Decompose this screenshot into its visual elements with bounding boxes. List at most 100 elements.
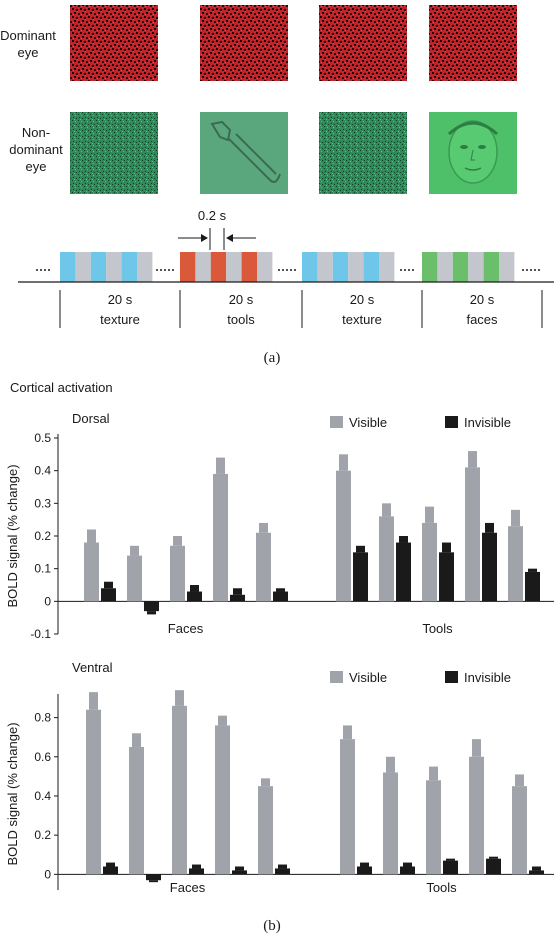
bar-visible xyxy=(256,532,271,602)
error-bar-invisible xyxy=(528,568,537,572)
y-tick-label: 0.5 xyxy=(34,431,51,445)
bar-invisible xyxy=(103,866,118,875)
bar-visible xyxy=(465,467,480,602)
legend-swatch xyxy=(445,416,458,428)
dorsal-chart: Dorsal BOLD signal (% change) -0.1 0 0.1 0.2 0… xyxy=(5,411,554,641)
bar-invisible xyxy=(357,866,372,875)
y-tick-label: 0.2 xyxy=(34,828,51,842)
timeline xyxy=(36,252,540,282)
y-tick-label: 0 xyxy=(44,594,51,608)
error-bar-visible xyxy=(343,725,352,740)
legend-swatch xyxy=(445,671,458,683)
panel-b-title: Cortical activation xyxy=(10,380,113,395)
bar-invisible xyxy=(232,870,247,875)
tool-image xyxy=(200,112,288,194)
group-label: Faces xyxy=(170,880,206,895)
error-bar-visible xyxy=(386,756,395,773)
error-bar-visible xyxy=(130,545,139,556)
bar-invisible xyxy=(275,868,290,875)
timeline-segment xyxy=(499,252,515,282)
bar-invisible xyxy=(443,860,458,875)
nondominant-eye-label-line2: dominant xyxy=(9,142,63,157)
error-bar-visible xyxy=(259,522,268,533)
error-bar-invisible xyxy=(532,866,541,871)
error-bar-visible xyxy=(339,454,348,471)
caption-b: (b) xyxy=(263,918,281,934)
legend-label: Invisible xyxy=(464,670,511,685)
block-duration: 20 s xyxy=(229,292,254,307)
error-bar-visible xyxy=(89,692,98,710)
nondominant-eye-label-line1: Non- xyxy=(22,125,50,140)
legend-label: Visible xyxy=(349,415,387,430)
error-bar-visible xyxy=(175,690,184,706)
error-bar-invisible xyxy=(235,866,244,871)
bar-visible xyxy=(340,739,355,875)
timeline-blocks: 20 s texture 20 s tools 20 s texture 20 s faces xyxy=(59,290,543,328)
legend-label: Visible xyxy=(349,670,387,685)
y-axis-label: BOLD signal (% change) xyxy=(5,464,20,607)
bar-visible xyxy=(129,746,144,875)
block-kind: texture xyxy=(342,312,382,327)
timeline-segment xyxy=(379,252,395,282)
interval-arrow-right xyxy=(226,234,233,242)
timeline-segment xyxy=(348,252,364,282)
error-bar-invisible xyxy=(446,858,455,861)
block-kind: tools xyxy=(227,312,255,327)
bar-invisible xyxy=(189,868,204,875)
timeline-segment xyxy=(210,252,227,282)
bar-visible xyxy=(426,780,441,875)
timeline-segment xyxy=(106,252,122,282)
bar-invisible xyxy=(353,552,368,602)
bar-visible xyxy=(258,786,273,875)
legend-label: Invisible xyxy=(464,415,511,430)
error-bar-invisible xyxy=(399,536,408,543)
error-bar-visible xyxy=(511,509,520,527)
error-bar-invisible xyxy=(403,862,412,867)
dominant-texture-1 xyxy=(70,5,158,81)
block-duration: 20 s xyxy=(108,292,133,307)
error-bar-invisible xyxy=(147,611,156,615)
y-tick-label: 0.3 xyxy=(34,496,51,510)
bar-invisible xyxy=(439,552,454,602)
interval-arrow-left xyxy=(201,234,208,242)
y-axis-label: BOLD signal (% change) xyxy=(5,722,20,865)
group-label: Tools xyxy=(426,880,457,895)
bar-invisible xyxy=(529,870,544,875)
error-bar-invisible xyxy=(442,542,451,553)
y-tick-label: 0.4 xyxy=(34,464,51,478)
error-bar-visible xyxy=(472,739,481,757)
timeline-segment xyxy=(257,252,273,282)
error-bar-invisible xyxy=(356,545,365,553)
y-tick-label: 0.8 xyxy=(34,711,51,725)
error-bar-invisible xyxy=(233,588,242,595)
error-bar-visible xyxy=(515,774,524,787)
error-bar-visible xyxy=(261,778,270,787)
panel-a: Dominant eye Non- dominant eye xyxy=(0,5,554,366)
bar-invisible xyxy=(144,601,159,612)
timeline-segment xyxy=(195,252,211,282)
bar-invisible xyxy=(396,542,411,602)
legend-swatch xyxy=(330,671,343,683)
timeline-segment xyxy=(317,252,333,282)
error-bar-invisible xyxy=(360,862,369,867)
interval-label: 0.2 s xyxy=(198,208,227,223)
bar-visible xyxy=(336,470,351,602)
error-bar-invisible xyxy=(278,864,287,869)
y-tick-label: 0.2 xyxy=(34,529,51,543)
bar-visible xyxy=(215,725,230,875)
bar-invisible xyxy=(230,594,245,602)
dominant-eye-label-line2: eye xyxy=(18,45,39,60)
error-bar-invisible xyxy=(192,864,201,869)
timeline-segment xyxy=(452,252,469,282)
error-bar-invisible xyxy=(104,581,113,589)
bar-visible xyxy=(127,555,142,602)
bar-invisible xyxy=(101,588,116,602)
dominant-eye-label-line1: Dominant xyxy=(0,28,56,43)
error-bar-visible xyxy=(132,733,141,747)
y-tick-label: 0.1 xyxy=(34,562,51,576)
error-bar-visible xyxy=(87,529,96,543)
dominant-texture-2 xyxy=(200,5,288,81)
bar-visible xyxy=(170,545,185,602)
timeline-segment xyxy=(75,252,91,282)
y-tick-label: 0.6 xyxy=(34,750,51,764)
